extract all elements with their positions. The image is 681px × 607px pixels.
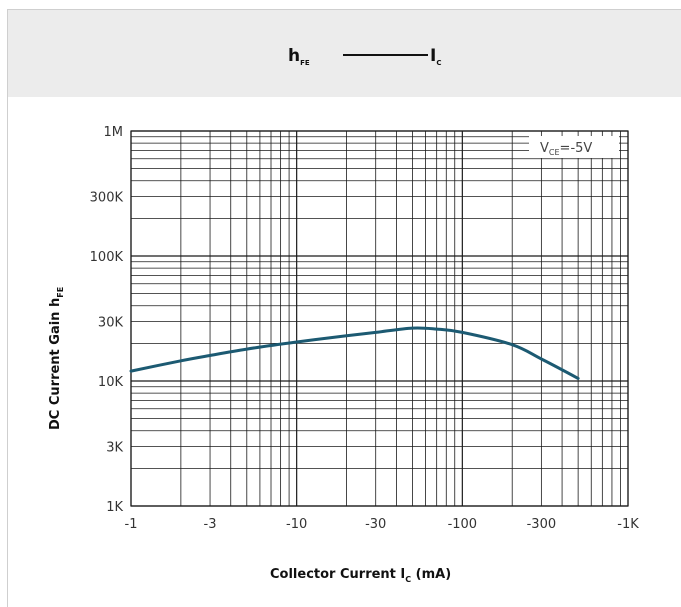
chart-header xyxy=(8,10,681,97)
y-tick-label: 1M xyxy=(104,125,124,140)
vce-annotation: VCE=-5V xyxy=(529,136,619,158)
x-tick-label: -30 xyxy=(365,517,386,532)
x-axis-label: Collector Current IC (mA) xyxy=(270,567,451,584)
y-tick-label: 30K xyxy=(98,315,124,330)
title-ic: IC xyxy=(430,46,441,67)
y-tick-label: 10K xyxy=(98,375,124,390)
x-tick-label: -100 xyxy=(448,517,478,532)
y-tick-label: 1K xyxy=(106,500,123,515)
y-axis-label: DC Current Gain hFE xyxy=(48,287,65,430)
hfe-curve xyxy=(129,326,580,380)
chart-frame xyxy=(7,9,681,607)
x-tick-label: -300 xyxy=(527,517,557,532)
x-tick-label: -1K xyxy=(617,517,639,532)
x-tick-label: -10 xyxy=(286,517,307,532)
y-tick-label: 300K xyxy=(90,190,124,205)
y-tick-label: 100K xyxy=(90,250,124,265)
y-tick-labels: 1K 3K 10K 30K 100K 300K 1M xyxy=(90,125,124,515)
chart-title: hFE IC xyxy=(288,46,441,67)
annotation-bg xyxy=(529,136,619,158)
y-tick-label: 3K xyxy=(106,440,123,455)
chart-grid xyxy=(130,130,629,507)
x-tick-label: -3 xyxy=(204,517,217,532)
x-tick-labels: -1 -3 -10 -30 -100 -300 -1K xyxy=(125,517,640,532)
title-hfe: hFE xyxy=(288,46,310,67)
annotation-text: VCE=-5V xyxy=(540,141,592,157)
plot-border xyxy=(130,130,629,507)
x-tick-label: -1 xyxy=(125,517,138,532)
